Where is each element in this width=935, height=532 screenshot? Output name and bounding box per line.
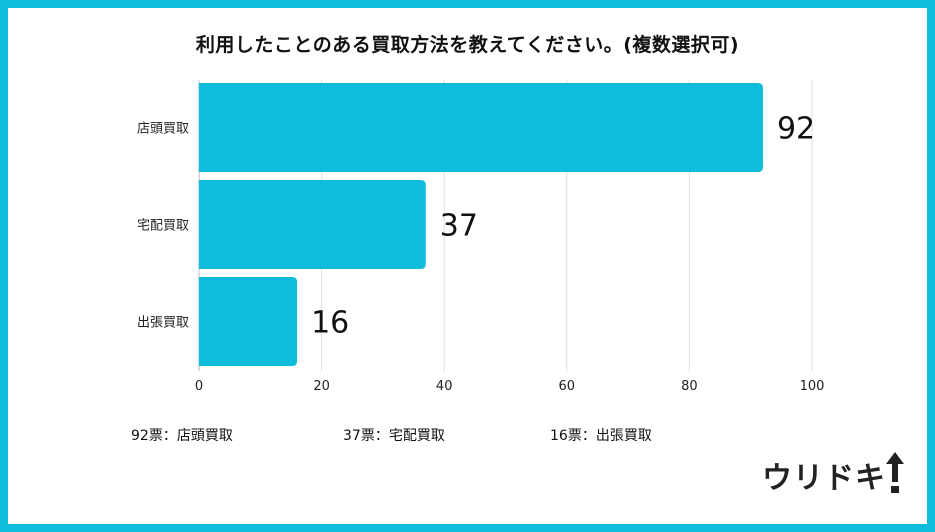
x-tick-label: 40 <box>436 379 453 394</box>
data-label: 37 <box>440 209 478 244</box>
bar <box>199 180 426 269</box>
brand-logo: ウリドキ <box>762 452 904 497</box>
legend-item-2: 37票：宅配買取 <box>343 428 445 444</box>
bar <box>199 83 763 172</box>
data-label: 16 <box>311 306 349 341</box>
x-tick-label: 60 <box>559 379 576 394</box>
x-tick-label: 20 <box>313 379 330 394</box>
arrow-up-icon <box>886 452 904 493</box>
x-tick-label: 80 <box>681 379 698 394</box>
legend-item-1: 92票：店頭買取 <box>131 428 233 444</box>
data-label: 92 <box>777 112 815 147</box>
category-label: 店頭買取 <box>137 122 189 137</box>
x-tick-label: 0 <box>195 379 203 394</box>
bar <box>199 277 298 366</box>
brand-logo-text: ウリドキ <box>762 461 886 496</box>
chart-title: 利用したことのある買取方法を教えてください。(複数選択可) <box>195 34 740 56</box>
category-label: 宅配買取 <box>137 219 189 234</box>
x-tick-label: 100 <box>800 379 825 394</box>
legend-item-3: 16票：出張買取 <box>550 428 652 444</box>
category-label: 出張買取 <box>137 316 189 331</box>
